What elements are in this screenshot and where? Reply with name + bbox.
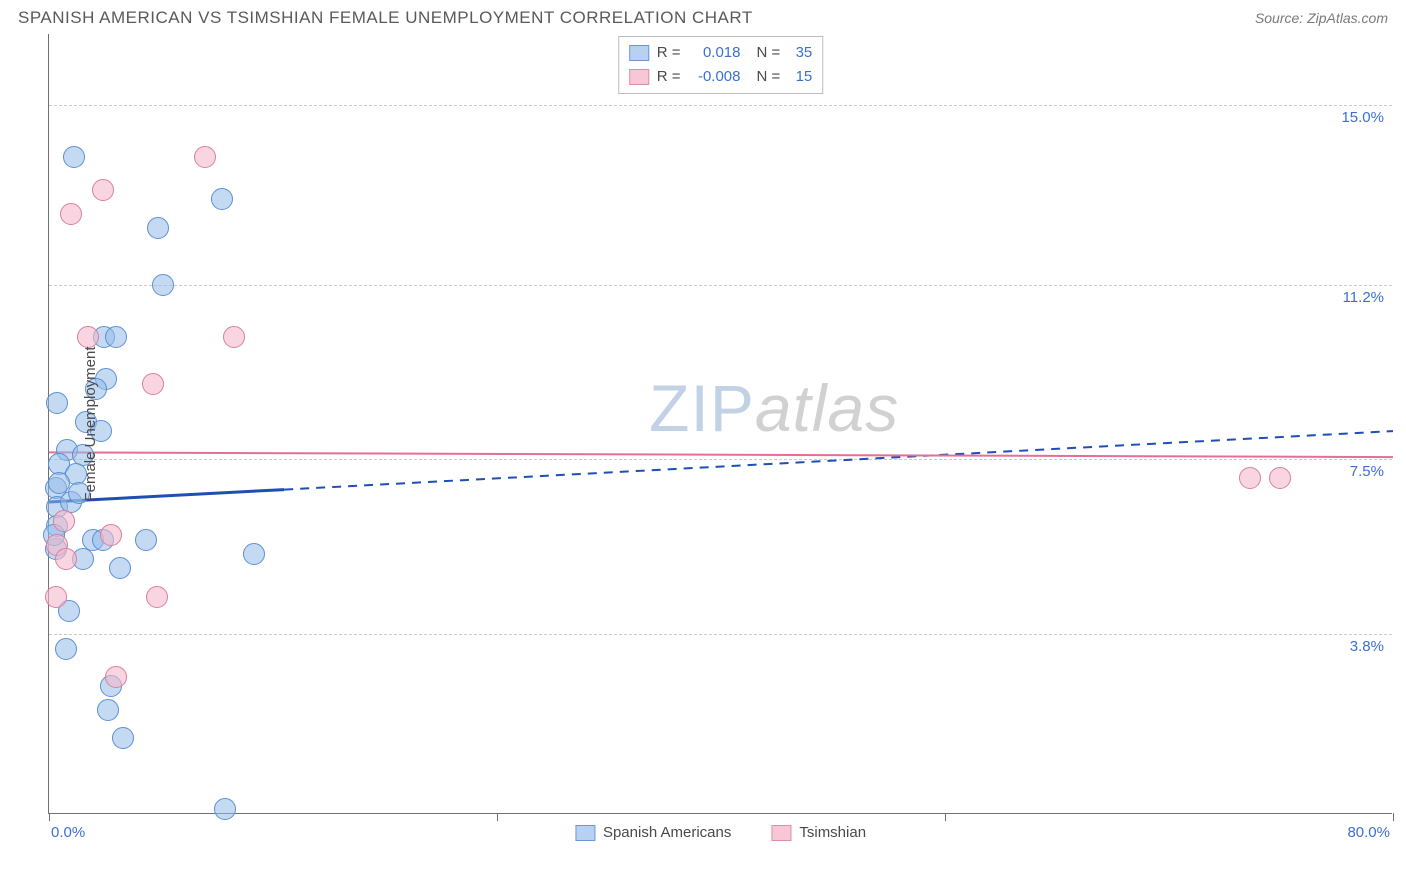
header: SPANISH AMERICAN VS TSIMSHIAN FEMALE UNE… xyxy=(0,0,1406,34)
data-point xyxy=(100,524,122,546)
data-point xyxy=(147,217,169,239)
data-point xyxy=(211,188,233,210)
data-point xyxy=(92,179,114,201)
data-point xyxy=(45,586,67,608)
n-value: 35 xyxy=(788,41,812,65)
chart-title: SPANISH AMERICAN VS TSIMSHIAN FEMALE UNE… xyxy=(18,8,753,28)
x-tick xyxy=(49,813,50,821)
gridline xyxy=(49,285,1392,286)
data-point xyxy=(77,326,99,348)
n-value: 15 xyxy=(788,65,812,89)
n-label: N = xyxy=(757,41,781,65)
data-point xyxy=(60,203,82,225)
data-point xyxy=(223,326,245,348)
data-point xyxy=(152,274,174,296)
gridline xyxy=(49,459,1392,460)
correlation-legend: R = 0.018 N = 35 R = -0.008 N = 15 xyxy=(618,36,824,94)
x-tick xyxy=(1393,813,1394,821)
data-point xyxy=(135,529,157,551)
data-point xyxy=(97,699,119,721)
x-tick xyxy=(945,813,946,821)
r-value: -0.008 xyxy=(689,65,741,89)
legend-row: R = -0.008 N = 15 xyxy=(629,65,813,89)
gridline xyxy=(49,105,1392,106)
legend-swatch xyxy=(575,825,595,841)
data-point xyxy=(53,510,75,532)
data-point xyxy=(109,557,131,579)
legend-label: Tsimshian xyxy=(799,824,866,841)
legend-item: Tsimshian xyxy=(771,824,866,841)
data-point xyxy=(63,146,85,168)
x-tick xyxy=(497,813,498,821)
data-point xyxy=(214,798,236,820)
trend-lines xyxy=(49,34,1393,814)
data-point xyxy=(112,727,134,749)
plot-area: 3.8% 7.5% 11.2% 15.0% xyxy=(49,34,1392,813)
scatter-chart: 3.8% 7.5% 11.2% 15.0% Female Unemployment 0… xyxy=(48,34,1392,814)
y-tick-label: 7.5% xyxy=(1350,463,1384,480)
data-point xyxy=(142,373,164,395)
data-point xyxy=(105,326,127,348)
y-tick-label: 11.2% xyxy=(1343,289,1384,306)
source-attribution: Source: ZipAtlas.com xyxy=(1255,10,1388,26)
data-point xyxy=(55,638,77,660)
data-point xyxy=(194,146,216,168)
data-point xyxy=(1269,467,1291,489)
data-point xyxy=(48,472,70,494)
data-point xyxy=(146,586,168,608)
x-axis-max-label: 80.0% xyxy=(1347,824,1390,841)
data-point xyxy=(46,392,68,414)
r-label: R = xyxy=(657,41,681,65)
x-axis-min-label: 0.0% xyxy=(51,824,85,841)
legend-swatch xyxy=(629,45,649,61)
data-point xyxy=(243,543,265,565)
data-point xyxy=(1239,467,1261,489)
data-point xyxy=(105,666,127,688)
legend-swatch xyxy=(771,825,791,841)
data-point xyxy=(55,548,77,570)
y-axis-label: Female Unemployment xyxy=(82,346,99,501)
legend-label: Spanish Americans xyxy=(603,824,731,841)
gridline xyxy=(49,634,1392,635)
legend-swatch xyxy=(629,69,649,85)
y-tick-label: 3.8% xyxy=(1350,638,1384,655)
legend-item: Spanish Americans xyxy=(575,824,731,841)
n-label: N = xyxy=(757,65,781,89)
legend-row: R = 0.018 N = 35 xyxy=(629,41,813,65)
r-label: R = xyxy=(657,65,681,89)
y-tick-label: 15.0% xyxy=(1341,109,1384,126)
r-value: 0.018 xyxy=(689,41,741,65)
series-legend: Spanish Americans Tsimshian xyxy=(575,824,866,841)
